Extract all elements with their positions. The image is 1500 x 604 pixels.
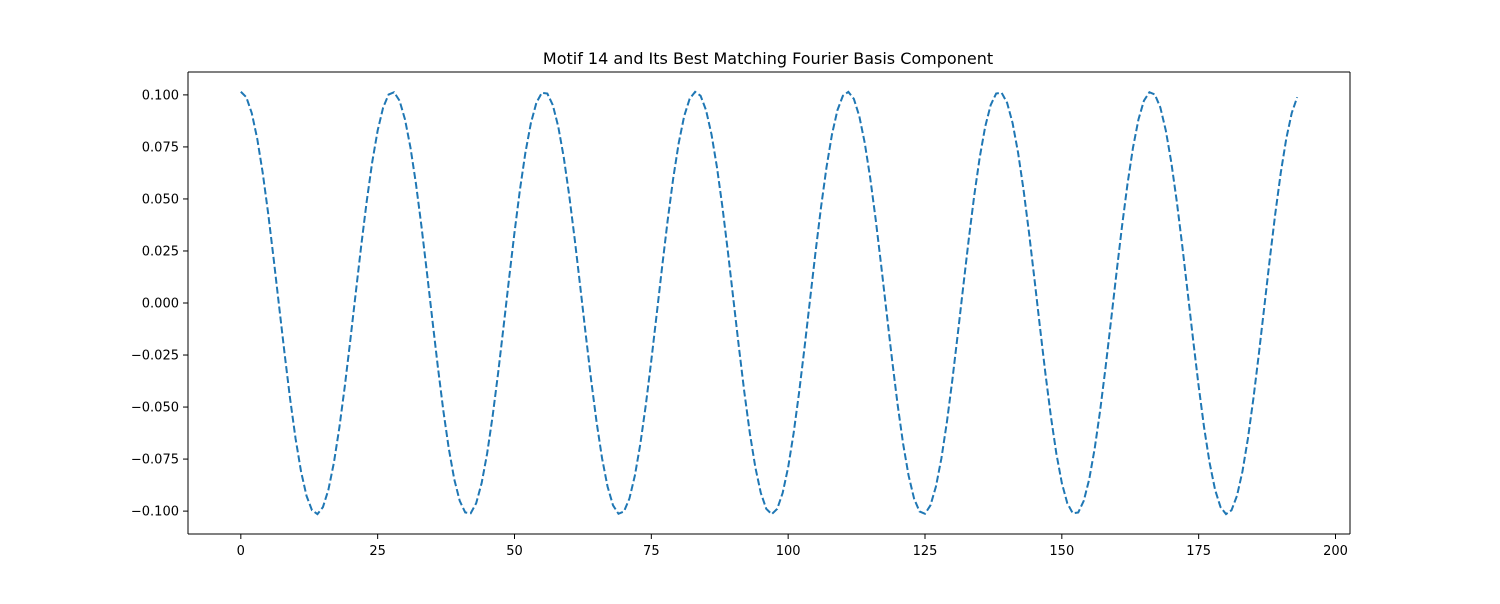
x-tick-label: 25 bbox=[369, 544, 386, 559]
series-line-0 bbox=[240, 90, 1299, 516]
chart-title: Motif 14 and Its Best Matching Fourier B… bbox=[543, 49, 993, 68]
y-tick-label: −0.075 bbox=[131, 453, 179, 468]
y-tick-label: 0.075 bbox=[142, 140, 179, 155]
y-tick-label: −0.025 bbox=[131, 349, 179, 364]
x-tick-label: 125 bbox=[913, 544, 938, 559]
x-tick-label: 75 bbox=[643, 544, 660, 559]
x-tick-label: 100 bbox=[776, 544, 801, 559]
y-tick-label: 0.050 bbox=[142, 192, 179, 207]
y-tick-label: −0.100 bbox=[131, 505, 179, 520]
y-tick-label: 0.100 bbox=[142, 88, 179, 103]
y-tick-label: 0.000 bbox=[142, 297, 179, 312]
plot-area bbox=[240, 90, 1299, 516]
x-tick-label: 150 bbox=[1049, 544, 1074, 559]
x-tick-label: 200 bbox=[1323, 544, 1348, 559]
x-tick-label: 50 bbox=[506, 544, 523, 559]
y-tick-label: −0.050 bbox=[131, 401, 179, 416]
x-tick-label: 0 bbox=[237, 544, 245, 559]
y-tick-label: 0.025 bbox=[142, 244, 179, 259]
x-tick-label: 175 bbox=[1186, 544, 1211, 559]
axes: 0 25 50 75 100 125 150 175 200 −0.100 −0.075 −0.050… bbox=[131, 71, 1351, 559]
